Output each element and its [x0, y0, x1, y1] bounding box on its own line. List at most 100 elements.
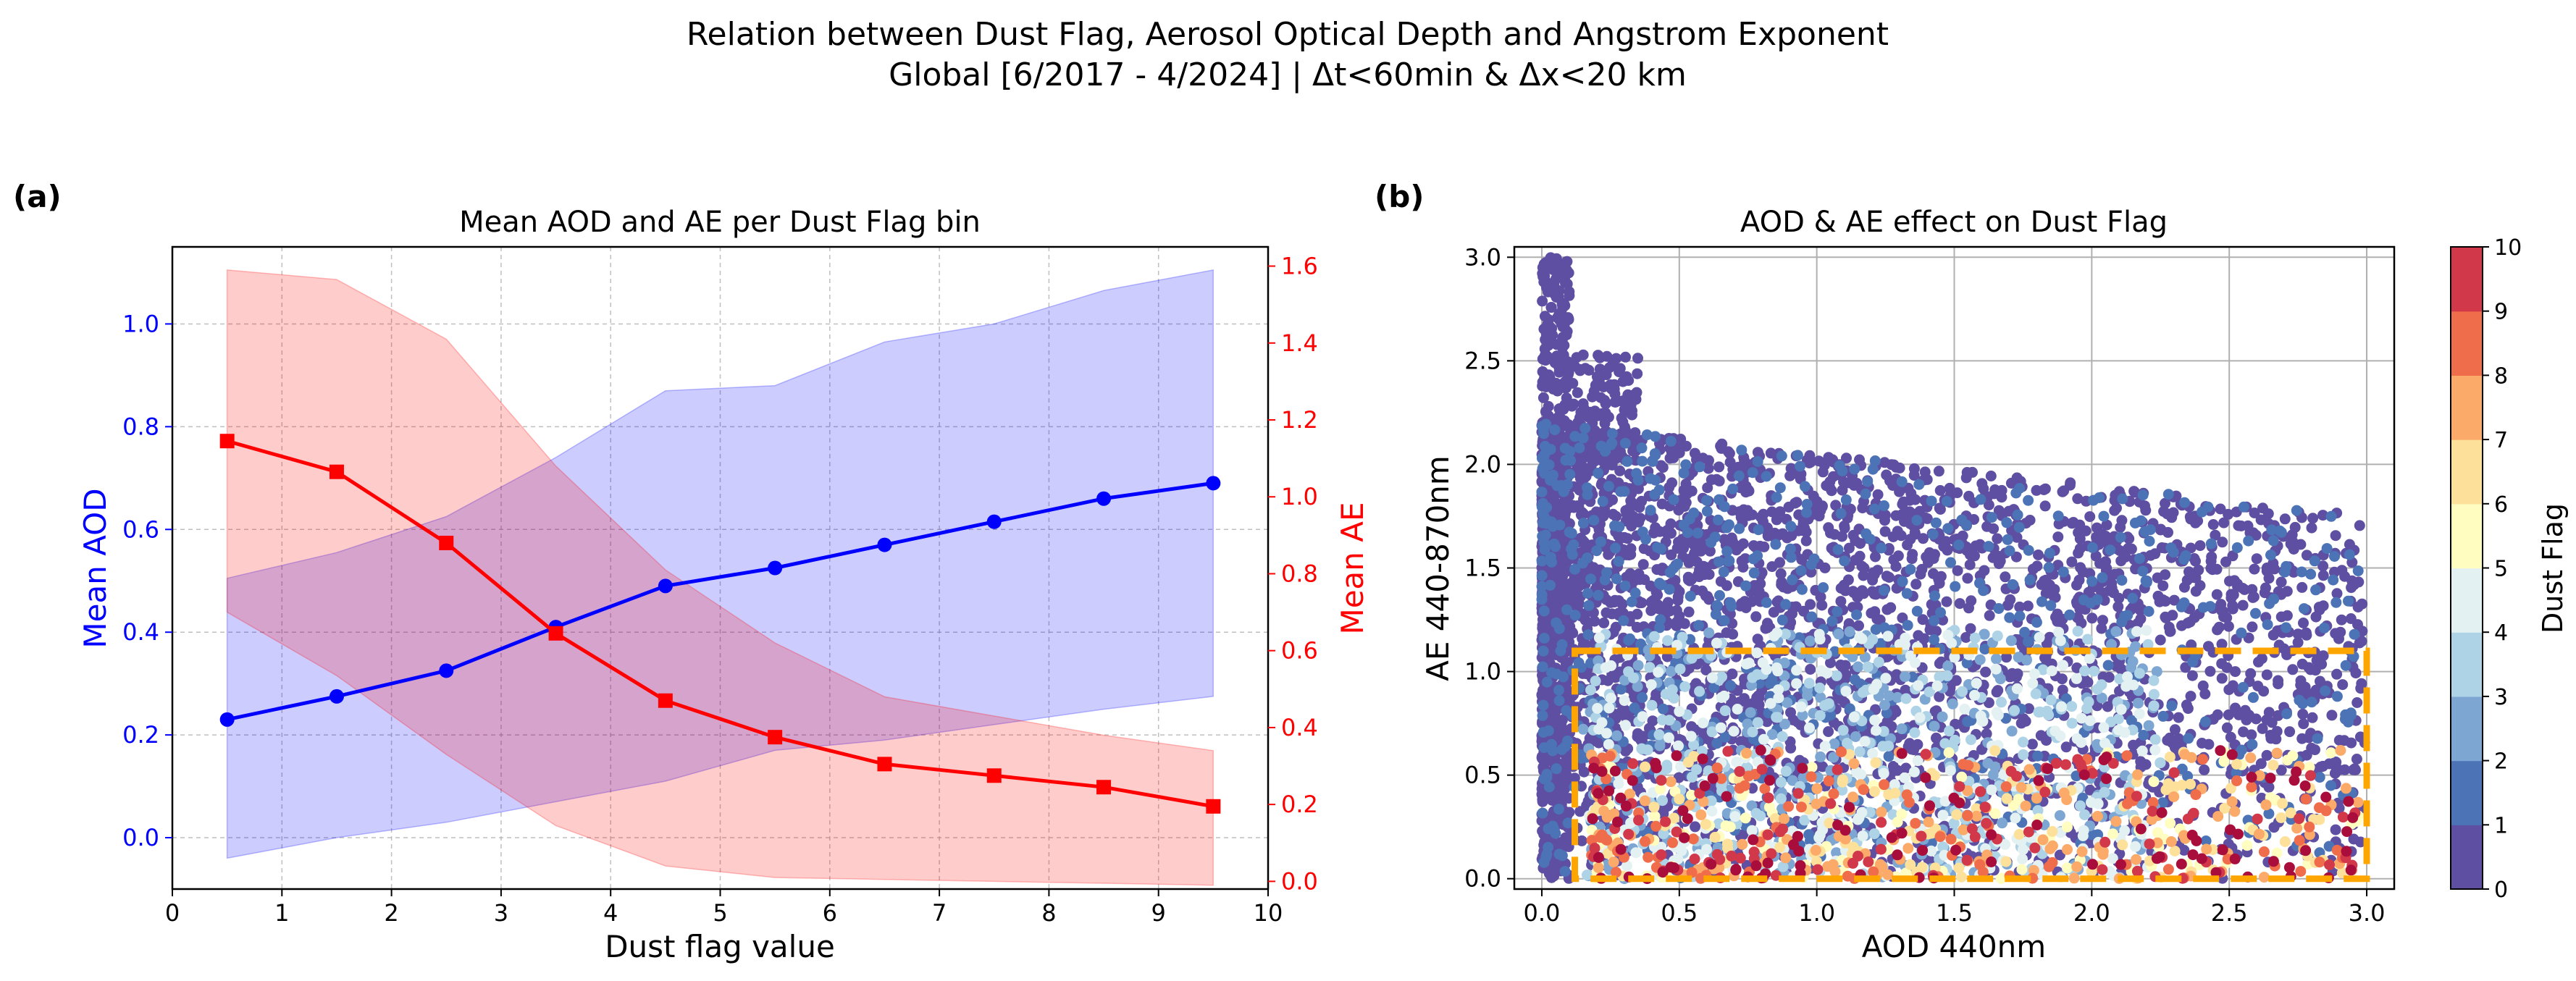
scatter-point: [1619, 437, 1631, 449]
scatter-point: [2082, 633, 2094, 645]
scatter-point: [1795, 719, 1806, 731]
scatter-point: [2249, 563, 2260, 575]
scatter-point: [1876, 542, 1887, 554]
scatter-point: [1711, 599, 1723, 611]
scatter-point: [1864, 534, 1876, 545]
scatter-point: [1941, 596, 1952, 607]
scatter-point: [2105, 544, 2116, 556]
scatter-point: [1779, 718, 1791, 730]
y-tick-label-left: 1.0: [122, 310, 159, 337]
scatter-point: [1536, 487, 1548, 498]
scatter-point: [2246, 621, 2258, 633]
scatter-point: [1718, 615, 1729, 626]
scatter-point: [2251, 553, 2262, 565]
scatter-point: [2252, 681, 2264, 692]
scatter-point: [2205, 555, 2217, 567]
scatter-point: [2151, 666, 2162, 678]
scatter-point: [1896, 723, 1908, 735]
scatter-point: [1721, 546, 1733, 557]
scatter-point: [1566, 543, 1577, 555]
scatter-point: [1736, 445, 1748, 456]
ae-marker: [219, 434, 235, 449]
scatter-point: [1591, 371, 1603, 382]
scatter-point: [1764, 678, 1776, 689]
scatter-point: [2039, 483, 2051, 494]
scatter-point: [2247, 691, 2259, 703]
scatter-point: [1868, 503, 1880, 515]
scatter-point: [1547, 329, 1558, 341]
scatter-point: [1818, 582, 1829, 594]
scatter-point: [1574, 806, 1586, 817]
scatter-point: [2081, 703, 2093, 715]
scatter-point: [1870, 624, 1881, 635]
scatter-point: [1992, 630, 2003, 641]
scatter-point: [1785, 552, 1797, 563]
scatter-point: [2249, 508, 2260, 518]
scatter-point: [1601, 350, 1613, 362]
scatter-point: [2197, 738, 2207, 749]
scatter-point: [2022, 636, 2034, 647]
scatter-point: [2281, 560, 2292, 572]
scatter-point: [2023, 703, 2034, 715]
scatter-point: [2018, 843, 2029, 855]
scatter-point: [1584, 733, 1595, 744]
scatter-point: [1700, 590, 1711, 602]
scatter-point: [1837, 661, 1848, 673]
x-tick-label: 4: [603, 899, 618, 927]
scatter-point: [1543, 823, 1554, 835]
scatter-point: [1543, 690, 1555, 702]
scatter-point: [1929, 634, 1939, 645]
scatter-point: [2116, 575, 2128, 586]
scatter-point: [2071, 770, 2082, 782]
scatter-point: [2218, 517, 2230, 529]
scatter-point: [1805, 835, 1816, 846]
scatter-point: [1750, 611, 1762, 623]
scatter-point: [1761, 716, 1773, 728]
scatter-point: [1696, 746, 1708, 757]
scatter-point: [2216, 639, 2228, 650]
scatter-point: [1620, 351, 1631, 363]
scatter-point: [1579, 472, 1590, 484]
scatter-point: [1786, 530, 1797, 542]
scatter-point: [2355, 683, 2367, 694]
scatter-point: [1577, 639, 1589, 651]
figure-title-line2: Global [6/2017 - 4/2024] | Δt<60min & Δx…: [889, 56, 1687, 93]
scatter-point: [2317, 510, 2328, 521]
scatter-point: [2181, 699, 2192, 711]
scatter-point: [1574, 363, 1585, 375]
scatter-point: [1989, 484, 2001, 495]
scatter-point: [1671, 558, 1683, 570]
y-tick-label-left: 0.8: [122, 413, 159, 440]
scatter-point: [2168, 594, 2180, 606]
scatter-point: [1900, 762, 1912, 774]
scatter-point: [1554, 403, 1566, 414]
scatter-point: [2103, 672, 2115, 683]
scatter-point: [2306, 742, 2317, 754]
scatter-point: [2109, 505, 2120, 516]
scatter-point: [1960, 472, 1972, 484]
scatter-point: [1910, 578, 1922, 590]
scatter-point: [1814, 710, 1826, 721]
scatter-point: [1962, 716, 1973, 728]
scatter-point: [2023, 494, 2034, 506]
scatter-point: [2071, 579, 2082, 591]
scatter-point: [1889, 779, 1900, 791]
scatter-point: [2176, 620, 2187, 631]
scatter-point: [1714, 590, 1725, 601]
scatter-point: [1772, 712, 1783, 723]
scatter-point: [1860, 488, 1871, 500]
scatter-point: [1836, 694, 1847, 705]
scatter-point: [2015, 717, 2027, 729]
scatter-point: [1787, 775, 1798, 786]
scatter-point: [2007, 668, 2018, 679]
scatter-point: [1837, 725, 1849, 736]
scatter-point: [1704, 545, 1716, 557]
scatter-point: [2167, 610, 2178, 621]
scatter-point: [2262, 508, 2274, 520]
scatter-point: [2135, 756, 2147, 767]
scatter-point: [1843, 542, 1855, 554]
scatter-point: [1562, 369, 1574, 381]
scatter-point: [2045, 694, 2057, 706]
scatter-point: [2033, 707, 2044, 718]
scatter-point: [1553, 849, 1565, 860]
